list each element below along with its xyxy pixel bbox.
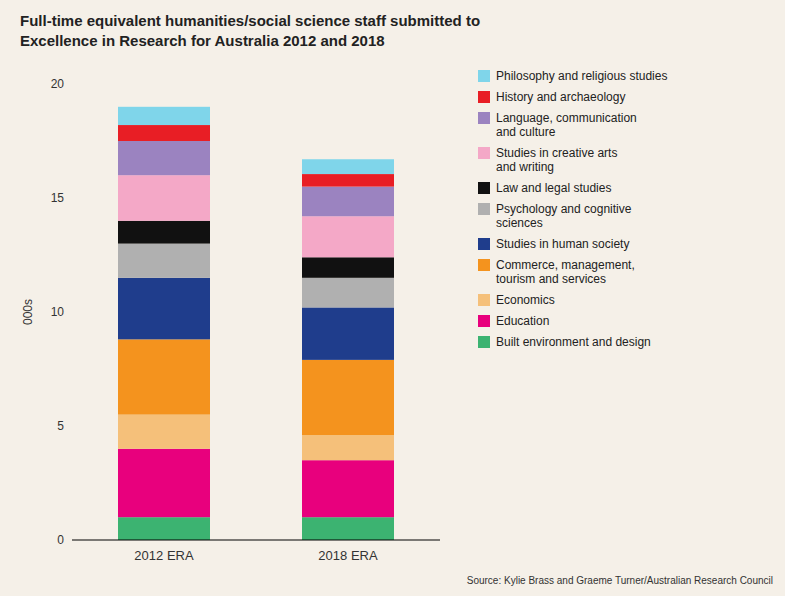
legend-label: Psychology and cognitivesciences	[496, 202, 632, 230]
bar-segment	[302, 517, 394, 540]
legend-label-line: History and archaeology	[496, 90, 625, 104]
bar-segment	[302, 159, 394, 174]
bar-segment	[118, 449, 210, 517]
x-tick-label: 2012 ERA	[134, 548, 194, 563]
bar-segment	[302, 216, 394, 257]
title: Full-time equivalent humanities/social s…	[20, 12, 480, 29]
bar-segment	[302, 360, 394, 435]
legend-label: History and archaeology	[496, 90, 625, 104]
legend-label-line: Built environment and design	[496, 335, 651, 349]
legend-label-line: and culture	[496, 125, 556, 139]
legend-label-line: and writing	[496, 160, 554, 174]
bar-segment	[118, 278, 210, 340]
legend-swatch	[478, 182, 490, 194]
legend-swatch	[478, 315, 490, 327]
baseline	[72, 540, 440, 541]
legend-swatch	[478, 203, 490, 215]
legend-swatch	[478, 238, 490, 250]
bar-segment	[302, 174, 394, 187]
bar-segment	[302, 307, 394, 359]
y-tick-label: 20	[51, 77, 65, 91]
legend-label-line: Studies in human society	[496, 237, 629, 251]
bar-segment	[302, 187, 394, 217]
y-axis-label: 000s	[21, 299, 35, 325]
legend-label: Economics	[496, 293, 555, 307]
legend-label-line: Studies in creative arts	[496, 146, 617, 160]
legend-label: Education	[496, 314, 549, 328]
bars	[118, 107, 394, 540]
legend-label: Philosophy and religious studies	[496, 69, 667, 83]
legend-swatch	[478, 112, 490, 124]
legend-label-line: tourism and services	[496, 272, 606, 286]
legend-label-line: sciences	[496, 216, 543, 230]
bar-segment	[302, 460, 394, 517]
legend-label: Language, communicationand culture	[496, 111, 637, 139]
y-tick-label: 0	[57, 533, 64, 547]
annotation: Source: Kylie Brass and Graeme Turner/Au…	[467, 575, 773, 586]
legend-swatch	[478, 294, 490, 306]
y-tick-label: 15	[51, 191, 65, 205]
bar-segment	[118, 141, 210, 175]
y-axis: 0 5 10 15 20	[51, 77, 65, 547]
x-tick-label: 2018 ERA	[318, 548, 378, 563]
legend-swatch	[478, 91, 490, 103]
legend-swatch	[478, 147, 490, 159]
legend-label-line: Law and legal studies	[496, 181, 611, 195]
bar-segment	[118, 175, 210, 221]
y-tick-label: 10	[51, 305, 65, 319]
subtitle: Excellence in Research for Australia 201…	[20, 32, 385, 49]
bar-segment	[118, 244, 210, 278]
legend-swatch	[478, 336, 490, 348]
legend-label-line: Psychology and cognitive	[496, 202, 632, 216]
legend-label-line: Language, communication	[496, 111, 637, 125]
bar-segment	[302, 257, 394, 278]
legend-label-line: Education	[496, 314, 549, 328]
legend-label: Built environment and design	[496, 335, 651, 349]
bar-segment	[118, 125, 210, 141]
legend: Philosophy and religious studies History …	[478, 69, 667, 349]
bar-segment	[118, 221, 210, 244]
background	[0, 0, 785, 596]
legend-label: Commerce, management,tourism and service…	[496, 258, 635, 286]
legend-label-line: Economics	[496, 293, 555, 307]
legend-label: Law and legal studies	[496, 181, 611, 195]
chart: Full-time equivalent humanities/social s…	[0, 0, 785, 596]
bar-segment	[118, 339, 210, 414]
bar-segment	[302, 278, 394, 308]
legend-swatch	[478, 70, 490, 82]
legend-swatch	[478, 259, 490, 271]
bar-segment	[118, 107, 210, 125]
legend-label-line: Philosophy and religious studies	[496, 69, 667, 83]
bar-segment	[118, 517, 210, 540]
bar-segment	[302, 435, 394, 460]
legend-label: Studies in human society	[496, 237, 629, 251]
legend-label-line: Commerce, management,	[496, 258, 635, 272]
bar-segment	[118, 415, 210, 449]
y-tick-label: 5	[57, 419, 64, 433]
legend-label: Studies in creative artsand writing	[496, 146, 617, 174]
